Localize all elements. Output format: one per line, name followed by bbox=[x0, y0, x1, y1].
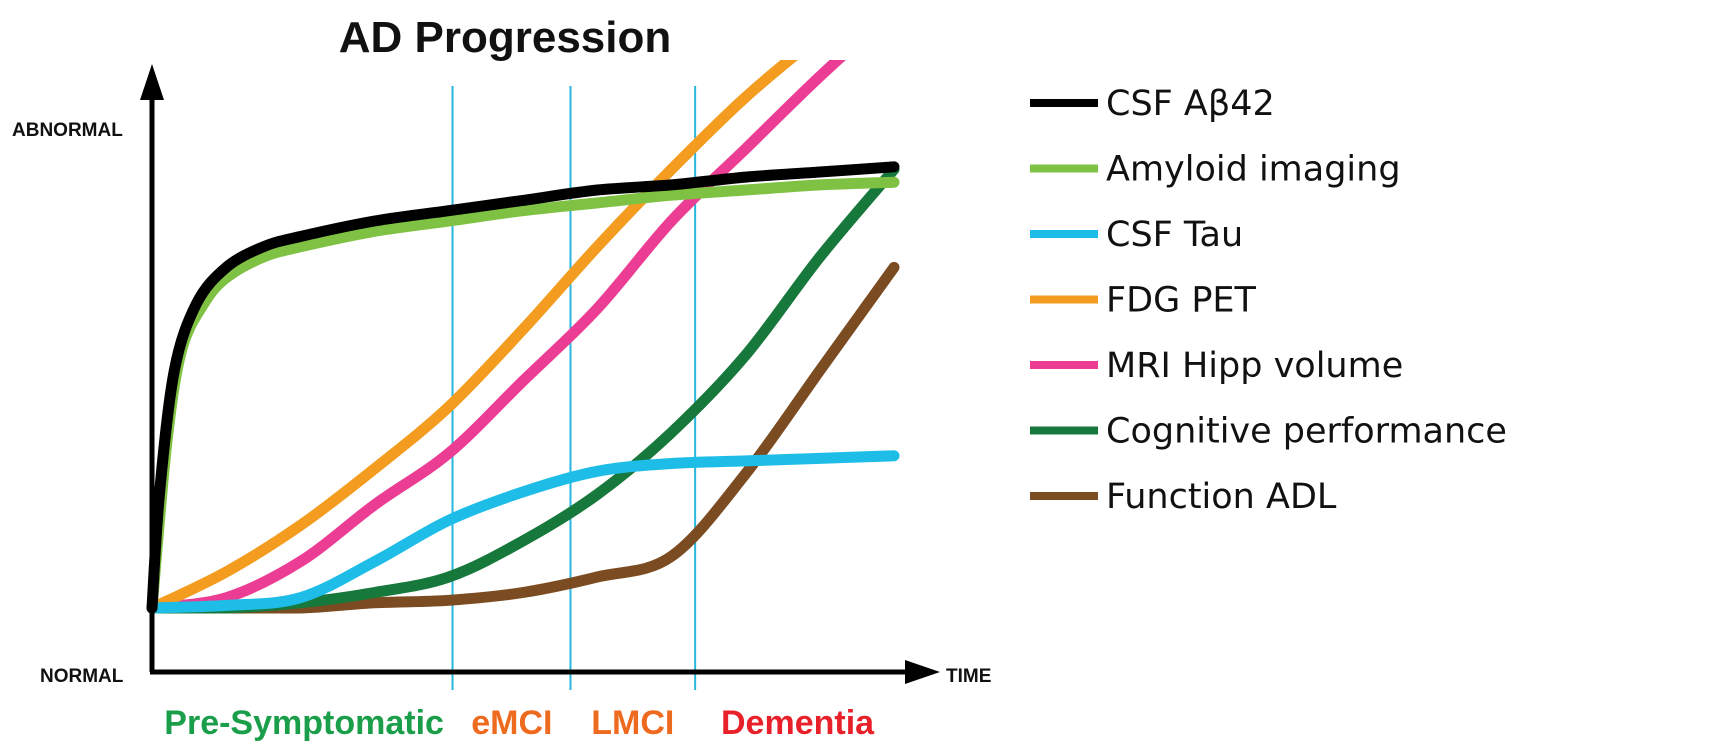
x-axis-label: TIME bbox=[946, 666, 991, 687]
stage-labels: Pre-Symptomatic eMCI LMCI Dementia bbox=[164, 704, 875, 742]
legend-item-csf-tau: CSF Tau bbox=[1030, 215, 1243, 255]
legend-label: Function ADL bbox=[1106, 477, 1337, 517]
legend-item-function-adl: Function ADL bbox=[1030, 477, 1337, 517]
series-line-function-adl bbox=[146, 261, 900, 614]
series-line-csf-tau bbox=[146, 450, 900, 614]
legend: CSF Aβ42 Amyloid imaging CSF Tau FDG PET MRI… bbox=[1030, 84, 1507, 517]
legend-label: Amyloid imaging bbox=[1106, 150, 1401, 190]
legend-item-amyloid-imaging: Amyloid imaging bbox=[1030, 150, 1401, 190]
legend-label: CSF Tau bbox=[1106, 215, 1243, 255]
stage-label-lmci: LMCI bbox=[591, 704, 674, 742]
legend-label: CSF Aβ42 bbox=[1106, 84, 1275, 124]
chart-title: AD Progression bbox=[339, 13, 672, 62]
legend-item-cognitive-performance: Cognitive performance bbox=[1030, 412, 1507, 452]
legend-label: FDG PET bbox=[1106, 281, 1257, 321]
y-axis-top-label: ABNORMAL bbox=[12, 120, 123, 141]
stage-label-emci: eMCI bbox=[471, 704, 552, 742]
y-axis-bottom-label: NORMAL bbox=[40, 666, 124, 687]
series-lines bbox=[146, 60, 900, 614]
y-axis-arrow bbox=[140, 64, 164, 100]
legend-item-fdg-pet: FDG PET bbox=[1030, 281, 1257, 321]
legend-label: MRI Hipp volume bbox=[1106, 346, 1403, 386]
stage-label-dementia: Dementia bbox=[721, 704, 875, 742]
series-line-fdg-pet bbox=[146, 60, 798, 614]
series-line-mri-hipp-volume bbox=[146, 60, 846, 614]
legend-label: Cognitive performance bbox=[1106, 412, 1507, 452]
series-line-csf-a-42 bbox=[146, 161, 900, 614]
stage-label-pre-symptomatic: Pre-Symptomatic bbox=[164, 704, 444, 742]
x-axis-arrow bbox=[905, 660, 940, 684]
legend-item-csf-a-42: CSF Aβ42 bbox=[1030, 84, 1275, 124]
axes bbox=[140, 64, 940, 684]
legend-item-mri-hipp-volume: MRI Hipp volume bbox=[1030, 346, 1403, 386]
